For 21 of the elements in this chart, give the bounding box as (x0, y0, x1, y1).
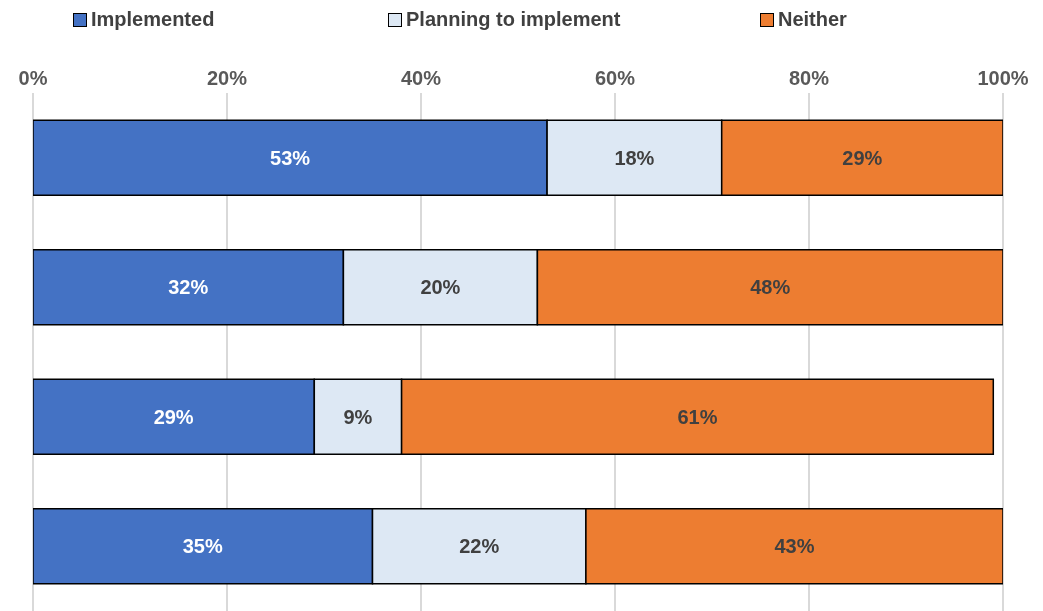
data-label: 48% (750, 276, 791, 299)
x-tick-label: 0% (18, 67, 48, 89)
data-label: 61% (677, 405, 718, 428)
data-label: 22% (459, 535, 500, 558)
legend-label: Planning to implement (406, 8, 621, 31)
legend-label: Implemented (91, 8, 215, 31)
data-label: 43% (774, 535, 815, 558)
x-tick-label: 60% (594, 67, 636, 89)
x-tick-label: 100% (977, 67, 1029, 89)
x-tick-label: 40% (400, 67, 442, 89)
data-label: 29% (842, 146, 883, 169)
data-label: 32% (168, 276, 209, 299)
data-label: 9% (343, 405, 373, 428)
x-tick-label: 80% (788, 67, 830, 89)
x-tick-label: 20% (206, 67, 248, 89)
legend-label: Neither (778, 8, 847, 31)
data-label: 20% (420, 276, 461, 299)
data-label: 18% (614, 146, 655, 169)
data-label: 53% (270, 146, 311, 169)
data-label: 35% (182, 535, 223, 558)
data-label: 29% (153, 405, 194, 428)
